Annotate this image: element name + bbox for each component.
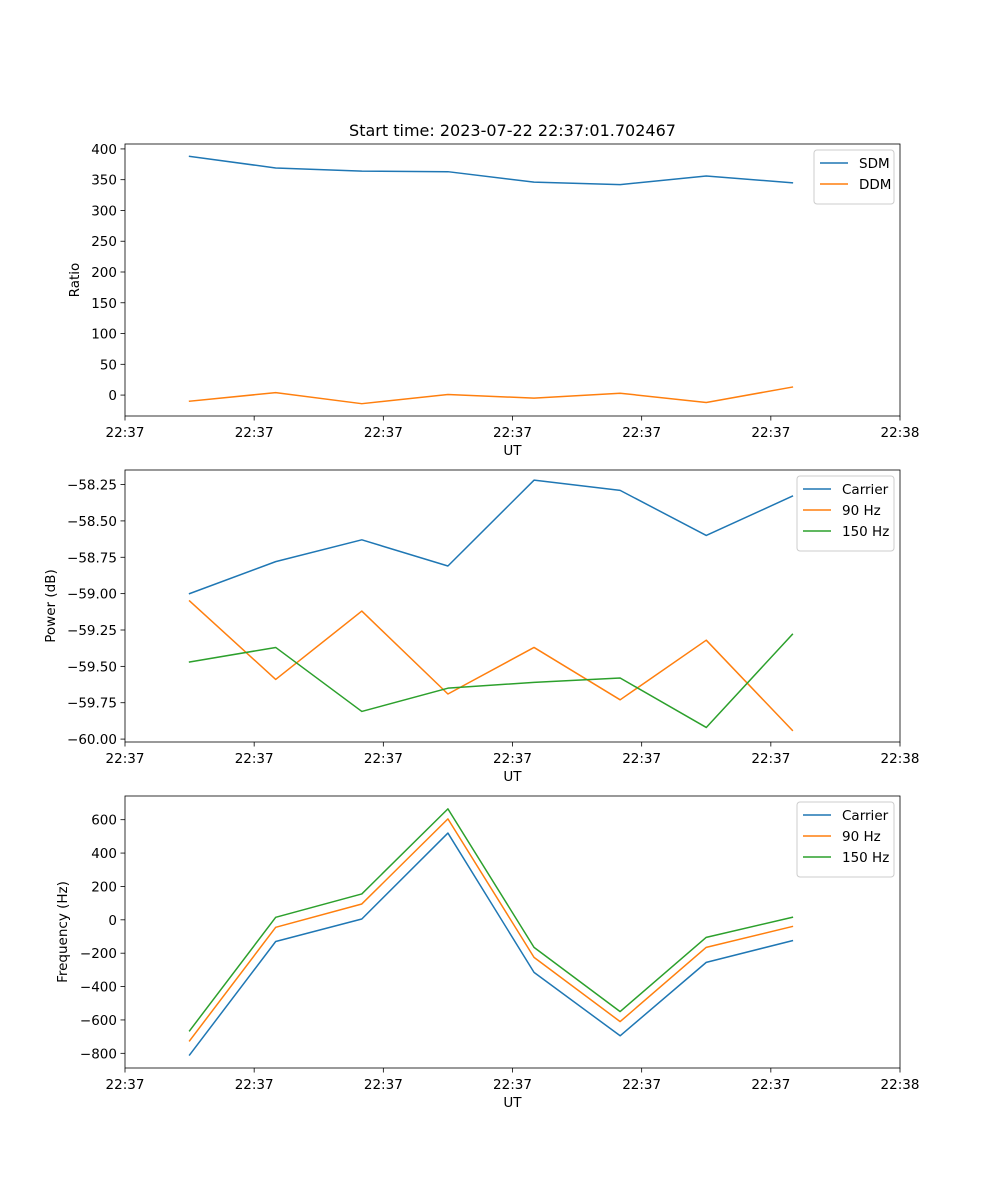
legend: Carrier 90 Hz 150 Hz <box>796 475 895 552</box>
y-tick-label: −59.25 <box>67 623 117 639</box>
x-tick-label: 22:37 <box>751 425 790 441</box>
legend-label: SDM <box>859 156 890 172</box>
x-tick-label: 22:37 <box>106 751 145 767</box>
x-tick-label: 22:37 <box>622 1077 661 1093</box>
x-tick-label: 22:37 <box>106 1077 145 1093</box>
panels: 22:37 22:37 22:37 22:37 22:37 22:37 22:38 0 50 10… <box>43 142 919 1111</box>
y-tick-label: 100 <box>91 327 117 343</box>
y-tick-label: 200 <box>91 879 117 895</box>
legend: Carrier 90 Hz 150 Hz <box>796 801 895 878</box>
x-tick-label: 22:38 <box>881 1077 920 1093</box>
x-axis-label: UT <box>503 769 522 785</box>
y-tick-label: −800 <box>80 1046 117 1062</box>
y-tick-label: 50 <box>100 357 117 373</box>
series-line-90-hz <box>188 599 794 732</box>
y-axis-label: Frequency (Hz) <box>55 881 71 983</box>
y-tick-label: −58.75 <box>67 550 117 566</box>
y-tick-label: −200 <box>80 946 117 962</box>
legend: SDM DDM <box>813 149 895 205</box>
y-tick-label: 0 <box>108 913 117 929</box>
y-axis-label: Power (dB) <box>43 569 59 642</box>
x-tick-label: 22:37 <box>751 751 790 767</box>
y-tick-label: −600 <box>80 1013 117 1029</box>
series-line-carrier <box>188 479 794 595</box>
y-tick-label: −58.25 <box>67 478 117 494</box>
x-tick-label: 22:37 <box>622 425 661 441</box>
x-tick-label: 22:38 <box>881 751 920 767</box>
legend-label: 150 Hz <box>842 524 889 540</box>
y-tick-label: 400 <box>91 142 117 158</box>
y-tick-label: −60.00 <box>67 732 117 748</box>
x-tick-label: 22:37 <box>493 751 532 767</box>
legend-label: Carrier <box>842 482 889 498</box>
y-tick-label: −400 <box>80 980 117 996</box>
series-line-150-hz <box>188 633 794 729</box>
y-axis-label: Ratio <box>67 263 83 298</box>
x-tick-label: 22:37 <box>235 751 274 767</box>
y-tick-label: 150 <box>91 296 117 312</box>
y-tick-label: 300 <box>91 203 117 219</box>
x-tick-label: 22:37 <box>235 425 274 441</box>
legend-frame <box>796 475 895 552</box>
panel-2: 22:37 22:37 22:37 22:37 22:37 22:37 22:38 −60.0… <box>43 469 920 785</box>
legend-label: 90 Hz <box>842 829 881 845</box>
x-tick-label: 22:38 <box>881 425 920 441</box>
y-tick-label: 200 <box>91 265 117 281</box>
y-tick-label: 250 <box>91 234 117 250</box>
series-line-150-hz <box>188 808 794 1032</box>
legend-label: DDM <box>859 177 891 193</box>
series-line-sdm <box>188 155 794 186</box>
figure-title: Start time: 2023-07-22 22:37:01.702467 <box>349 121 676 140</box>
series-line-90-hz <box>188 818 794 1042</box>
legend-label: 150 Hz <box>842 850 889 866</box>
panel-3: 22:37 22:37 22:37 22:37 22:37 22:37 22:38 −800 −… <box>55 795 920 1111</box>
series-line-ddm <box>188 386 794 405</box>
panel-1: 22:37 22:37 22:37 22:37 22:37 22:37 22:38 0 50 10… <box>67 142 919 459</box>
legend-frame <box>796 801 895 878</box>
y-tick-label: 400 <box>91 846 117 862</box>
x-tick-label: 22:37 <box>106 425 145 441</box>
y-tick-label: −59.50 <box>67 659 117 675</box>
x-tick-label: 22:37 <box>493 1077 532 1093</box>
y-tick-label: −59.75 <box>67 696 117 712</box>
x-tick-label: 22:37 <box>235 1077 274 1093</box>
x-tick-label: 22:37 <box>622 751 661 767</box>
x-tick-label: 22:37 <box>751 1077 790 1093</box>
x-tick-label: 22:37 <box>364 751 403 767</box>
legend-label: Carrier <box>842 808 889 824</box>
y-tick-label: 350 <box>91 173 117 189</box>
x-tick-label: 22:37 <box>364 425 403 441</box>
y-tick-label: −59.00 <box>67 587 117 603</box>
x-tick-label: 22:37 <box>493 425 532 441</box>
x-axis-label: UT <box>503 1095 522 1111</box>
y-tick-label: 600 <box>91 813 117 829</box>
y-tick-label: 0 <box>108 388 117 404</box>
x-tick-label: 22:37 <box>364 1077 403 1093</box>
legend-label: 90 Hz <box>842 503 881 519</box>
x-axis-label: UT <box>503 443 522 459</box>
series-line-carrier <box>188 832 794 1057</box>
y-tick-label: −58.50 <box>67 514 117 530</box>
